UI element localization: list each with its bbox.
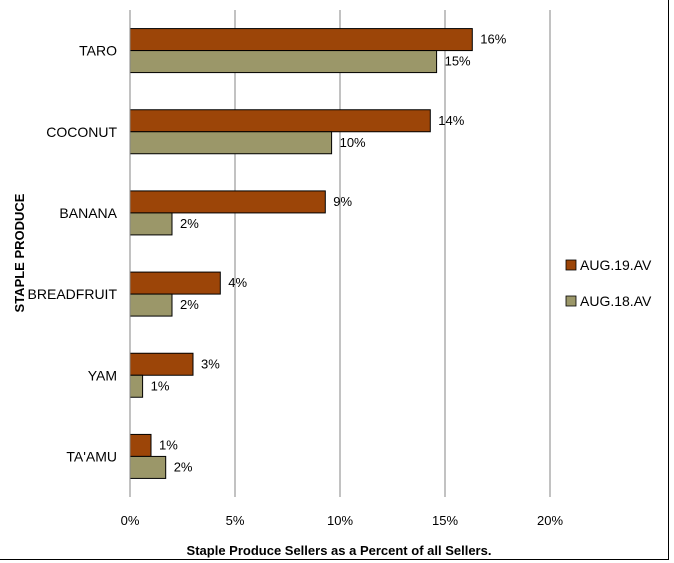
bar-aug-18-av: [129, 293, 173, 317]
bar-value-label: 4%: [228, 275, 247, 290]
legend-swatch: [565, 295, 577, 307]
bars: [129, 28, 473, 479]
legend-label: AUG.18.AV: [580, 293, 652, 309]
bar-aug-18-av: [129, 374, 144, 398]
bar-aug-19-av: [129, 433, 152, 457]
x-tick-label: 10%: [327, 513, 353, 528]
bar-value-label: 2%: [174, 459, 193, 474]
category-label: TA'AMU: [66, 448, 117, 464]
category-label: BANANA: [59, 205, 117, 221]
x-tick-labels: 0% 5% 10% 15% 20%: [121, 513, 564, 528]
bar-aug-19-av: [129, 28, 473, 52]
category-label: BREADFRUIT: [28, 286, 118, 302]
category-label: YAM: [88, 367, 117, 383]
bar-value-label: 16%: [480, 32, 506, 47]
category-label: COCONUT: [46, 124, 117, 140]
x-axis-title: Staple Produce Sellers as a Percent of a…: [187, 543, 492, 558]
x-tick-label: 0%: [121, 513, 140, 528]
bar-aug-18-av: [129, 455, 167, 479]
bar-value-labels: 16% 15% 14% 10% 9% 2% 4% 2% 3% 1% 1% 2%: [151, 32, 507, 475]
x-tick-label: 20%: [537, 513, 563, 528]
x-tick-label: 15%: [432, 513, 458, 528]
bar-value-label: 14%: [438, 113, 464, 128]
bar-aug-18-av: [129, 50, 438, 74]
bar-aug-19-av: [129, 109, 431, 133]
bar-value-label: 1%: [151, 378, 170, 393]
category-label: TARO: [79, 43, 117, 59]
legend-swatch: [565, 259, 577, 271]
legend: AUG.19.AV AUG.18.AV: [565, 257, 652, 309]
bar-aug-18-av: [129, 131, 333, 155]
y-axis-title: STAPLE PRODUCE: [12, 193, 27, 312]
bar-aug-19-av: [129, 271, 221, 295]
gridlines: [234, 10, 551, 497]
category-labels: TARO COCONUT BANANA BREADFRUIT YAM TA'AMU: [28, 43, 118, 465]
bar-aug-19-av: [129, 352, 194, 376]
bar-aug-19-av: [129, 190, 326, 214]
bar-value-label: 2%: [180, 297, 199, 312]
bar-value-label: 3%: [201, 356, 220, 371]
bar-value-label: 1%: [159, 437, 178, 452]
x-tick-label: 5%: [226, 513, 245, 528]
bar-value-label: 15%: [445, 54, 471, 69]
legend-label: AUG.19.AV: [580, 257, 652, 273]
bar-value-label: 2%: [180, 216, 199, 231]
bar-value-label: 9%: [333, 194, 352, 209]
bar-value-label: 10%: [340, 135, 366, 150]
bar-aug-18-av: [129, 212, 173, 236]
